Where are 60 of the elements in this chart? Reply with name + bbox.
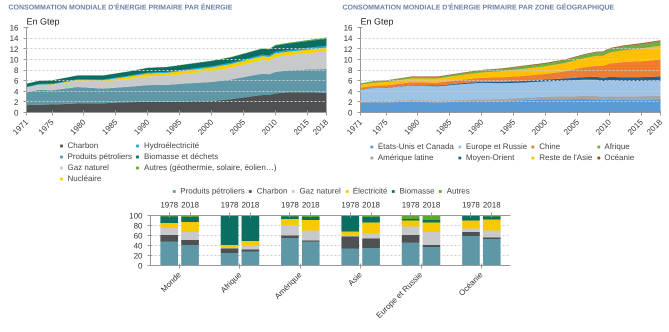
y-tick-label: 2: [348, 98, 354, 107]
y-axis-title: En Gtep: [26, 16, 60, 26]
y-tick-label: 6: [348, 76, 354, 86]
legend-label: Autres (géothermie, solaire, éolien…): [144, 163, 276, 172]
y-tick-label: 10: [10, 55, 20, 64]
legend-label: Europe et Russie: [466, 142, 528, 151]
y-tick-label: 8: [14, 66, 20, 75]
legend-label: Produits pétroliers: [68, 152, 132, 161]
legend-label: Gaz naturel: [68, 163, 109, 172]
y-tick-label: 20: [134, 252, 144, 260]
y-axis-title: En Gtep: [360, 16, 394, 26]
legend-label: Électricité: [352, 186, 388, 196]
y-tick-label: 12: [344, 44, 354, 54]
x-tick-label: 2018: [302, 200, 320, 210]
legend-label: Moyen-Orient: [466, 153, 514, 162]
y-tick-label: 4: [348, 87, 354, 96]
x-tick-label: 1978: [281, 200, 300, 210]
y-tick-label: 6: [14, 76, 20, 86]
y-tick-label: 60: [134, 232, 144, 240]
legend-label: Océanie: [604, 153, 634, 162]
y-tick-label: 4: [14, 87, 20, 96]
x-tick-label: 1978: [341, 200, 360, 210]
legend-label: Afrique: [604, 142, 630, 151]
text: Asie: [346, 270, 364, 288]
x-tick-label: 2018: [422, 200, 441, 210]
legend-label: Biomasse: [399, 186, 435, 196]
legend-label: Amérique latine: [378, 153, 434, 162]
legend-label: Nucléaire: [68, 174, 102, 183]
legend-label: Gaz naturel: [299, 186, 341, 196]
legend-label: Hydroélectricité: [144, 141, 200, 150]
y-tick-label: 12: [10, 44, 20, 54]
y-tick-label: 0: [138, 262, 144, 270]
y-tick-label: 10: [344, 55, 354, 64]
x-tick-label: 2018: [362, 200, 381, 210]
y-tick-label: 0: [14, 108, 20, 118]
legend-label: Charbon: [68, 141, 98, 150]
y-tick-label: 2: [14, 98, 20, 107]
legend-label: Biomasse et déchets: [144, 152, 218, 161]
x-tick-label: 2018: [181, 200, 200, 210]
x-tick-label: 1978: [220, 200, 240, 210]
y-tick-label: 16: [344, 24, 354, 32]
legend-label: Chine: [539, 142, 560, 151]
y-tick-label: 14: [10, 34, 20, 44]
y-tick-label: 100: [129, 212, 144, 220]
y-tick-label: 8: [348, 66, 354, 75]
y-tick-label: 16: [10, 24, 20, 32]
y-tick-label: 80: [134, 222, 144, 230]
x-tick-label: 1978: [462, 200, 480, 210]
y-tick-label: 40: [134, 242, 144, 250]
legend-label: Reste de l'Asie: [539, 153, 592, 162]
y-tick-label: 14: [344, 34, 354, 44]
x-tick-label: 1978: [160, 200, 179, 210]
x-tick-label: 2018: [241, 200, 260, 210]
x-tick-label: 1978: [402, 200, 420, 210]
legend-label: États-Unis et Canada: [378, 142, 454, 151]
legend-label: Charbon: [256, 186, 288, 196]
legend-label: Produits pétroliers: [180, 186, 245, 196]
legend-label: Autres: [446, 186, 470, 196]
y-tick-label: 0: [348, 108, 354, 118]
x-tick-label: 2018: [482, 200, 502, 210]
